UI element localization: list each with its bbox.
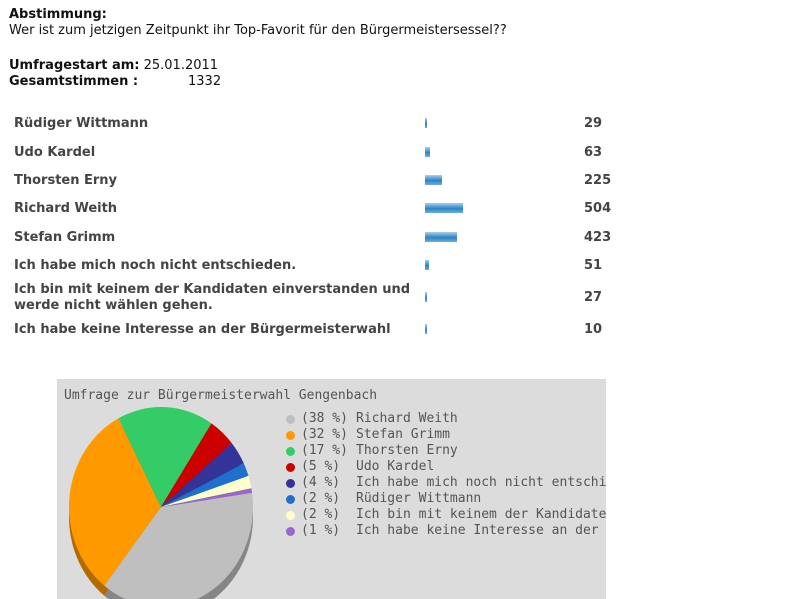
vote-count: 423 — [584, 230, 612, 245]
legend-swatch — [286, 414, 295, 424]
vote-count: 27 — [584, 290, 603, 305]
legend-label: Rüdiger Wittmann — [356, 491, 482, 506]
legend-swatch — [286, 478, 295, 488]
legend-label: Richard Weith — [356, 411, 458, 426]
legend-item: (2 %) Rüdiger Wittmann — [286, 491, 606, 507]
pie-slice — [161, 443, 244, 507]
result-bar — [425, 147, 430, 157]
total-label: Gesamtstimmen : — [9, 74, 139, 89]
chart-title: Umfrage zur Bürgermeisterwahl Gengenbach — [64, 388, 378, 403]
legend-swatch — [286, 494, 295, 504]
poll-total-row: Gesamtstimmen : 1332 — [9, 74, 221, 90]
start-date: 25.01.2011 — [143, 58, 219, 73]
legend-swatch — [286, 526, 295, 536]
pie-slice — [161, 423, 232, 507]
result-bar — [425, 118, 428, 128]
option-label: Stefan Grimm — [14, 230, 116, 245]
legend-percent: (38 %) — [301, 411, 348, 426]
vote-count: 504 — [584, 201, 612, 216]
result-bar — [425, 260, 429, 270]
legend-percent: (32 %) — [301, 427, 348, 442]
result-bar — [425, 175, 442, 185]
pie-slice — [68, 418, 161, 586]
poll-start-row: Umfragestart am: 25.01.2011 — [9, 58, 218, 74]
pie-chart — [68, 407, 253, 599]
option-label: Ich habe mich noch nicht entschieden. — [14, 258, 297, 273]
legend-swatch — [286, 510, 295, 520]
total-value: 1332 — [188, 74, 222, 89]
legend-percent: (5 %) — [301, 459, 341, 474]
start-label: Umfragestart am: — [9, 58, 140, 73]
legend-swatch — [286, 446, 295, 456]
legend-percent: (2 %) — [301, 491, 341, 506]
legend-percent: (1 %) — [301, 523, 341, 538]
result-bar — [425, 292, 428, 302]
poll-heading: Abstimmung: — [9, 7, 107, 22]
vote-count: 225 — [584, 173, 612, 188]
result-bar — [425, 324, 427, 334]
chart-legend: (38 %) Richard Weith (32 %) Stefan Grimm (17… — [286, 411, 606, 539]
legend-label: Ich habe mich noch nicht entschieden. — [356, 475, 606, 490]
pie-slice — [104, 492, 253, 599]
poll-question: Wer ist zum jetzigen Zeitpunkt ihr Top-F… — [9, 23, 507, 38]
option-label: Thorsten Erny — [14, 173, 118, 188]
legend-percent: (4 %) — [301, 475, 341, 490]
legend-label: Ich bin mit keinem der Kandidaten einver… — [356, 507, 606, 522]
option-label: Udo Kardel — [14, 145, 96, 160]
pie-slice — [118, 407, 212, 507]
legend-percent: (2 %) — [301, 507, 341, 522]
pie-chart-panel: Umfrage zur Bürgermeisterwahl Gengenbach… — [57, 379, 606, 599]
option-label: Rüdiger Wittmann — [14, 116, 149, 131]
pie-slice — [161, 463, 249, 507]
pie-slice — [161, 475, 252, 507]
pie-slice — [161, 488, 253, 507]
vote-count: 63 — [584, 145, 603, 160]
legend-label: Stefan Grimm — [356, 427, 450, 442]
legend-item: (4 %) Ich habe mich noch nicht entschiede… — [286, 475, 606, 491]
option-label: Ich bin mit keinem der Kandidaten einver… — [14, 282, 411, 313]
legend-item: (1 %) Ich habe keine Interesse an der Bür… — [286, 523, 606, 539]
legend-item: (2 %) Ich bin mit keinem der Kandidaten e… — [286, 507, 606, 523]
option-label: Ich habe keine Interesse an der Bürgerme… — [14, 322, 391, 337]
legend-label: Thorsten Erny — [356, 443, 458, 458]
legend-percent: (17 %) — [301, 443, 348, 458]
result-bar — [425, 232, 457, 242]
legend-label: Udo Kardel — [356, 459, 435, 474]
option-label: Richard Weith — [14, 201, 118, 216]
legend-item: (5 %) Udo Kardel — [286, 459, 606, 475]
vote-count: 10 — [584, 322, 603, 337]
vote-count: 51 — [584, 258, 603, 273]
result-bar — [425, 203, 463, 213]
legend-item: (38 %) Richard Weith — [286, 411, 606, 427]
legend-swatch — [286, 462, 295, 472]
legend-item: (32 %) Stefan Grimm — [286, 427, 606, 443]
legend-swatch — [286, 430, 295, 440]
vote-count: 29 — [584, 116, 603, 131]
legend-label: Ich habe keine Interesse an der Bürgerme… — [356, 523, 606, 538]
legend-item: (17 %) Thorsten Erny — [286, 443, 606, 459]
